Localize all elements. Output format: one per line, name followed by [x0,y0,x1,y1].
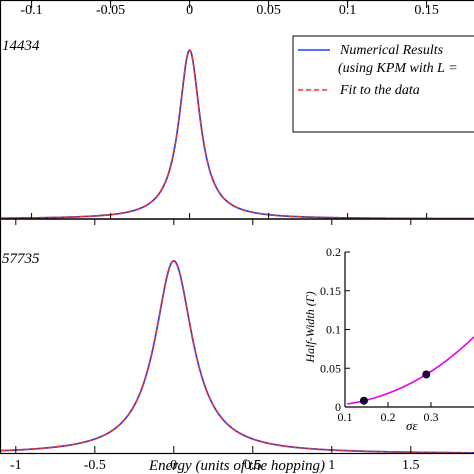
bottom-panel: -1 -0.5 0 0.5 1 1.5 57735 Energy (units of th… [0,219,474,474]
inset-x-tick-label: 0.3 [424,410,439,424]
figure-frame [0,0,474,455]
legend-label-fit: Fit to the data [339,83,420,98]
legend: Numerical Results (using KPM with L = Fi… [292,35,474,133]
inset-background [342,248,474,408]
inset-content: 0 0.05 0.1 0.15 0.2 0.1 0.2 0.3 [320,245,474,424]
bottom-panel-curves [0,260,474,454]
inset-x-tick-label: 0.1 [338,410,353,424]
bottom-panel-label: 57735 [2,251,40,267]
inset-y-label: Half-Width (Γ) [303,291,317,363]
x-tick-label: -1 [10,458,22,473]
inset-x-tick-label: 0.2 [381,410,396,424]
legend-label-numerical-2: (using KPM with L = [338,61,458,76]
inset-y-tick-label: 0.05 [320,361,341,375]
x-tick-label: 1.5 [402,458,420,473]
inset-fit-curve [347,336,474,405]
x-tick-label: 0.05 [256,3,281,18]
x-tick-label: 0.15 [414,3,439,18]
x-tick-label: 0.5 [244,458,262,473]
x-tick-label: 0 [170,458,177,473]
inset-y-tick-label: 0.1 [326,323,341,337]
inset-y-tick-label: 0.15 [320,284,341,298]
x-tick-label: 0 [186,3,193,18]
inset-y-tick-label: 0.2 [326,245,341,259]
inset-x-label: σε [406,418,418,433]
legend-box [292,35,474,133]
inset-data-point-2 [422,370,431,379]
inset-plot: 00.050.10.150.20.1 0.2 0.3 Half-Width (Γ) … [303,245,474,433]
legend-label-numerical-1: Numerical Results [339,43,444,58]
inset-y-tick-label: 0 [335,400,341,414]
top-panel-ticks: -0.1 -0.05 0 0.05 0.1 0.15 [21,0,439,219]
top-panel-label: 14434 [2,38,40,54]
x-tick-label: 1 [328,458,335,473]
x-tick-label: 0.1 [339,3,357,18]
x-axis-title: Energy (units of the hopping) [148,458,325,474]
series-line-numerical [0,260,474,454]
inset-data-point-1 [359,396,368,405]
bottom-panel-ticks: -1 -0.5 0 0.5 1 1.5 [10,219,420,473]
x-tick-label: -0.05 [96,3,125,18]
x-tick-label: -0.5 [84,458,106,473]
x-tick-label: -0.1 [21,3,43,18]
